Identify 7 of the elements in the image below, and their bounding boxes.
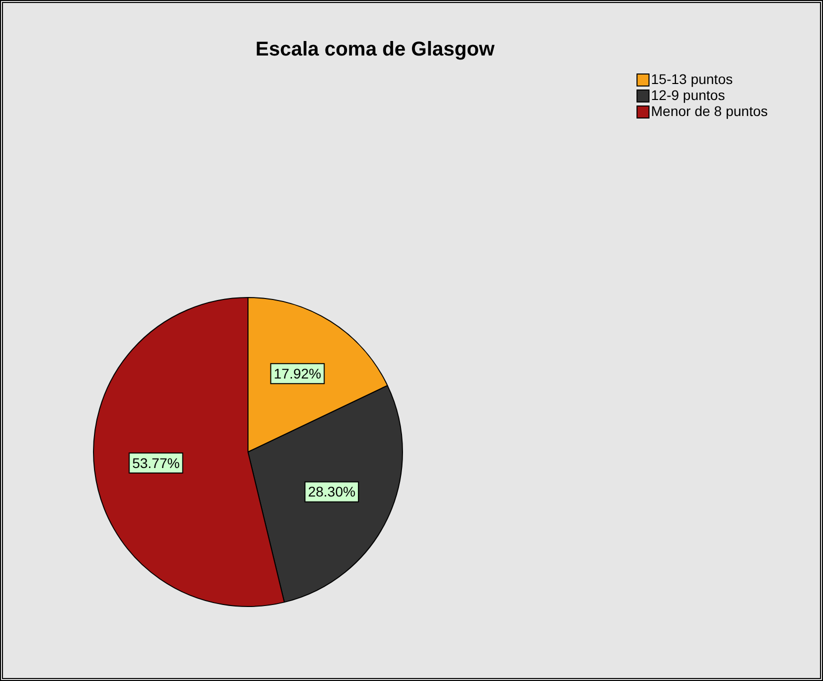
data-label: 28.30%	[308, 484, 356, 500]
legend-label: 12-9 puntos	[651, 86, 725, 103]
data-label: 17.92%	[274, 365, 322, 382]
data-label: 53.77%	[132, 454, 180, 471]
legend-label: 15-13 puntos	[651, 70, 733, 87]
chart-title: Escala coma de Glasgow	[256, 38, 495, 61]
legend-label: Menor de 8 puntos	[651, 102, 768, 119]
